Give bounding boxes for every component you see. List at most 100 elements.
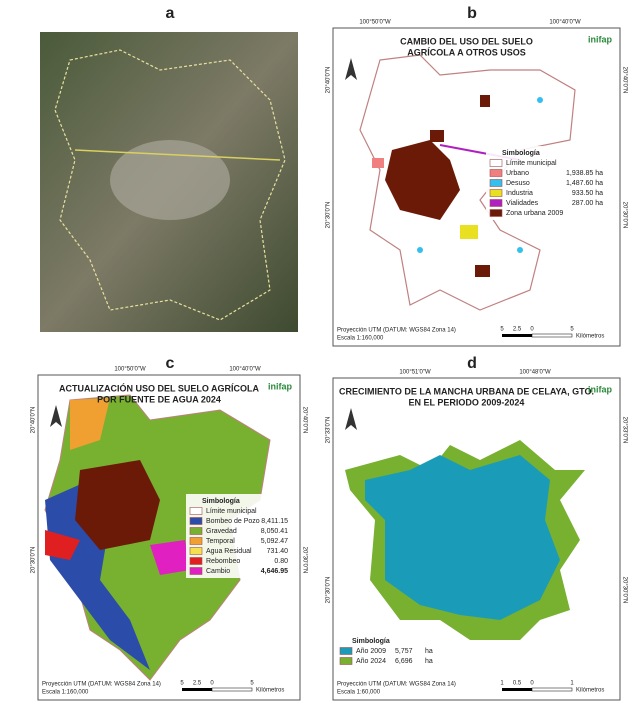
scale-bar-label: 0 [210, 681, 214, 687]
legend-value: 4,646.95 [261, 568, 288, 575]
scale-bar-label: 2.5 [193, 681, 202, 687]
legend-swatch [189, 517, 203, 525]
legend-value: 8,411.15 [261, 518, 288, 525]
legend-label: Gravedad [206, 528, 237, 535]
scale-bar-unit: Kilómetros [576, 334, 604, 340]
legend-swatch [489, 189, 503, 197]
legend-swatch [189, 547, 203, 555]
logo: inifap [268, 381, 293, 391]
scale-bar-label: 5 [500, 327, 504, 333]
legend-label: Rebombeo [206, 558, 240, 565]
scale-bar-label: 1 [570, 681, 574, 687]
legend-swatch [339, 647, 353, 655]
map-title: EN EL PERIODO 2009-2024 [409, 397, 525, 407]
legend-title: Simbología [202, 498, 240, 505]
legend-value: 287.00 ha [572, 200, 603, 207]
legend-label: Límite municipal [506, 160, 557, 167]
map-title: AGRÍCOLA A OTROS USOS [407, 47, 526, 57]
legend-swatch [189, 567, 203, 575]
scale-bar-label: 0 [530, 327, 534, 333]
legend-swatch [189, 527, 203, 535]
latitude-label: 20°33'0"N [621, 417, 627, 444]
scale-bar-label: 0 [530, 681, 534, 687]
legend-box [186, 494, 296, 578]
panel-label: d [467, 355, 477, 372]
legend-label: Cambio [206, 568, 230, 575]
scale-bar-label: 5 [250, 681, 254, 687]
map-title: CRECIMIENTO DE LA MANCHA URBANA DE CELAY… [339, 386, 594, 396]
map-title: CAMBIO DEL USO DEL SUELO [400, 36, 533, 46]
scale-bar [211, 687, 253, 692]
legend-label: Industria [506, 190, 533, 197]
scale-bar-label: 5 [180, 681, 184, 687]
map-title: ACTUALIZACIÓN USO DEL SUELO AGRÍCOLA [59, 382, 260, 393]
scale: Escala 1:160,000 [337, 336, 384, 342]
legend-box [336, 634, 441, 668]
longitude-label: 100°50'0"W [359, 20, 391, 26]
legend-value: 8,050.41 [261, 528, 288, 535]
legend-label: Vialidades [506, 200, 539, 207]
legend-title: Simbología [352, 638, 390, 645]
satellite-image [40, 32, 298, 332]
latitude-label: 20°40'0"N [31, 407, 37, 434]
legend-swatch [489, 199, 503, 207]
legend-title: Simbología [502, 150, 540, 157]
legend-label: Límite municipal [206, 508, 257, 515]
latitude-label: 20°30'0"N [301, 547, 307, 574]
latitude-label: 20°30'0"N [621, 577, 627, 604]
latitude-label: 20°40'0"N [301, 407, 307, 434]
scale-bar-unit: Kilómetros [576, 688, 604, 694]
scale-bar [531, 333, 573, 338]
latitude-label: 20°33'0"N [326, 417, 332, 444]
legend-swatch [189, 557, 203, 565]
legend-swatch [339, 657, 353, 665]
legend-value: 1,938.85 ha [566, 170, 603, 177]
legend-label: Agua Residual [206, 548, 252, 555]
projection: Proyección UTM (DATUM: WGS84 Zona 14) [337, 328, 456, 334]
logo: inifap [588, 34, 613, 44]
latitude-label: 20°40'0"N [621, 67, 627, 94]
north-arrow [345, 408, 357, 430]
legend-swatch [489, 179, 503, 187]
scale-bar [531, 687, 573, 692]
scale-bar-label: 5 [570, 327, 574, 333]
panel-label: c [166, 355, 175, 372]
logo: inifap [588, 384, 613, 394]
legend-value: 731.40 [267, 548, 289, 555]
latitude-label: 20°30'0"N [326, 577, 332, 604]
scale-bar-label: 1 [500, 681, 504, 687]
scale: Escala 1:60,000 [337, 690, 381, 696]
panel-label: a [166, 5, 175, 22]
legend-value: 1,487.60 ha [566, 180, 603, 187]
scale: Escala 1:160,000 [42, 690, 89, 696]
legend-unit: ha [425, 658, 433, 665]
panel-label: b [467, 5, 477, 22]
legend-label: Año 2009 [356, 648, 386, 655]
north-arrow [50, 405, 62, 427]
longitude-label: 100°40'0"W [229, 367, 261, 373]
legend-label: Temporal [206, 538, 235, 545]
legend-swatch [489, 159, 503, 167]
legend-swatch [489, 169, 503, 177]
scale-bar-label: 2.5 [513, 327, 522, 333]
legend-swatch [189, 537, 203, 545]
longitude-label: 100°40'0"W [549, 20, 581, 26]
map-d [332, 377, 621, 701]
legend-value: 5,757 [395, 648, 413, 655]
latitude-label: 20°30'0"N [31, 547, 37, 574]
latitude-label: 20°30'0"N [621, 202, 627, 229]
latitude-label: 20°30'0"N [326, 202, 332, 229]
legend-label: Año 2024 [356, 658, 386, 665]
map-title: POR FUENTE DE AGUA 2024 [97, 394, 221, 404]
scale-bar [502, 688, 532, 691]
legend-value: 933.50 ha [572, 190, 603, 197]
scale-bar [502, 334, 532, 337]
legend-value: 0.80 [274, 558, 288, 565]
scale-bar-unit: Kilómetros [256, 688, 284, 694]
scale-bar [182, 688, 212, 691]
legend-label: Urbano [506, 170, 529, 177]
scale-bar-label: 0.5 [513, 681, 522, 687]
legend-label: Bombeo de Pozo [206, 518, 260, 525]
